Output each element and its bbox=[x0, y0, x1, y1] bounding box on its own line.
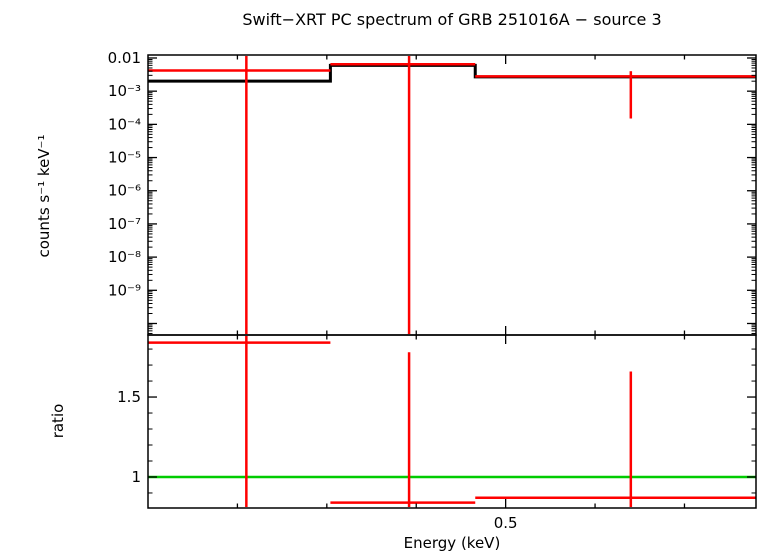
spectrum-ytick-label: 10⁻⁷ bbox=[108, 215, 141, 233]
spectrum-panel-frame bbox=[147, 54, 757, 336]
ratio-panel-frame bbox=[147, 334, 757, 509]
plot-title: Swift−XRT PC spectrum of GRB 251016A − s… bbox=[242, 10, 662, 29]
xtick-label: 0.5 bbox=[494, 514, 518, 532]
spectrum-ytick-label: 10⁻⁶ bbox=[108, 182, 141, 200]
spectrum-ytick-label: 0.01 bbox=[108, 49, 141, 67]
ratio-ytick-label: 1 bbox=[131, 468, 141, 486]
ratio-ytick-label: 1.5 bbox=[117, 388, 141, 406]
x-axis-label: Energy (keV) bbox=[403, 534, 501, 552]
spectrum-ytick-label: 10⁻⁹ bbox=[108, 281, 141, 299]
spectrum-ytick-label: 10⁻⁴ bbox=[108, 115, 141, 133]
spectrum-ytick-label: 10⁻³ bbox=[108, 82, 141, 100]
model-step-line bbox=[148, 63, 756, 83]
spectrum-ytick-label: 10⁻⁵ bbox=[108, 149, 141, 167]
spectrum-ytick-label: 10⁻⁸ bbox=[108, 248, 141, 266]
